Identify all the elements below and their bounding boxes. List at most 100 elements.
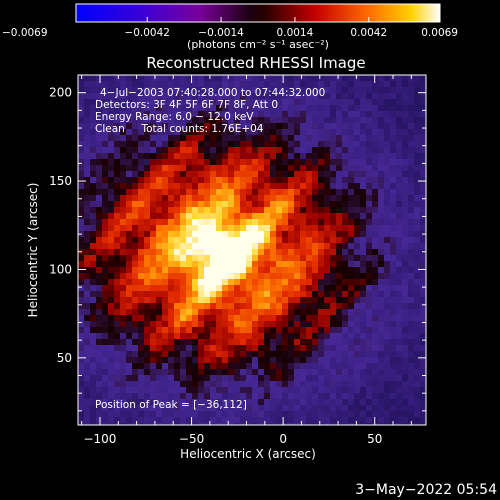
heatmap-cell: [288, 207, 294, 213]
heatmap-cell: [108, 159, 114, 165]
heatmap-cell: [168, 351, 174, 357]
heatmap-cell: [372, 165, 378, 171]
heatmap-cell: [330, 177, 336, 183]
heatmap-cell: [372, 273, 378, 279]
heatmap-cell: [84, 267, 90, 273]
heatmap-cell: [270, 201, 276, 207]
heatmap-cell: [384, 399, 390, 405]
heatmap-cell: [156, 297, 162, 303]
heatmap-cell: [216, 423, 222, 425]
heatmap-cell: [336, 81, 342, 87]
heatmap-cell: [246, 321, 252, 327]
heatmap-cell: [312, 423, 318, 425]
heatmap-cell: [312, 273, 318, 279]
heatmap-cell: [348, 237, 354, 243]
heatmap-cell: [138, 195, 144, 201]
heatmap-cell: [282, 279, 288, 285]
heatmap-cell: [252, 225, 258, 231]
heatmap-cell: [408, 165, 414, 171]
heatmap-cell: [252, 333, 258, 339]
heatmap-cell: [336, 135, 342, 141]
heatmap-cell: [216, 165, 222, 171]
heatmap-cell: [186, 261, 192, 267]
heatmap-cell: [222, 147, 228, 153]
heatmap-cell: [156, 285, 162, 291]
heatmap-cell: [372, 321, 378, 327]
heatmap-cell: [258, 273, 264, 279]
heatmap-cell: [204, 201, 210, 207]
heatmap-cell: [114, 225, 120, 231]
heatmap-cell: [174, 315, 180, 321]
heatmap-cell: [204, 219, 210, 225]
heatmap-cell: [402, 387, 408, 393]
heatmap-cell: [330, 285, 336, 291]
heatmap-cell: [114, 183, 120, 189]
heatmap-cell: [294, 351, 300, 357]
heatmap-cell: [144, 189, 150, 195]
heatmap-cell: [294, 297, 300, 303]
heatmap-cell: [156, 423, 162, 425]
heatmap-cell: [78, 261, 84, 267]
heatmap-cell: [408, 87, 414, 93]
heatmap-cell: [282, 411, 288, 417]
heatmap-cell: [270, 171, 276, 177]
heatmap-cell: [390, 81, 396, 87]
colorbar-tick-label: 0.0042: [350, 27, 387, 39]
heatmap-cell: [168, 309, 174, 315]
heatmap-cell: [102, 75, 108, 81]
heatmap-cell: [114, 417, 120, 423]
heatmap-cell: [366, 75, 372, 81]
heatmap-cell: [288, 315, 294, 321]
x-tick-label: −100: [83, 432, 116, 446]
heatmap-cell: [366, 99, 372, 105]
heatmap-cell: [156, 327, 162, 333]
heatmap-cell: [210, 141, 216, 147]
heatmap-cell: [198, 159, 204, 165]
heatmap-cell: [420, 351, 426, 357]
heatmap-cell: [270, 393, 276, 399]
heatmap-cell: [378, 381, 384, 387]
heatmap-cell: [312, 357, 318, 363]
heatmap-cell: [330, 225, 336, 231]
heatmap-cell: [90, 237, 96, 243]
heatmap-cell: [156, 273, 162, 279]
heatmap-cell: [324, 141, 330, 147]
heatmap-cell: [420, 111, 426, 117]
heatmap-cell: [210, 189, 216, 195]
heatmap-cell: [162, 351, 168, 357]
heatmap-cell: [390, 273, 396, 279]
heatmap-cell: [102, 81, 108, 87]
heatmap-cell: [258, 249, 264, 255]
heatmap-cell: [180, 363, 186, 369]
heatmap-cell: [342, 219, 348, 225]
heatmap-cell: [150, 273, 156, 279]
heatmap-cell: [360, 291, 366, 297]
heatmap-cell: [246, 399, 252, 405]
heatmap-cell: [294, 129, 300, 135]
heatmap-cell: [414, 291, 420, 297]
heatmap-cell: [408, 147, 414, 153]
heatmap-cell: [114, 393, 120, 399]
heatmap-cell: [294, 345, 300, 351]
heatmap-cell: [168, 87, 174, 93]
heatmap-cell: [78, 255, 84, 261]
heatmap-cell: [306, 147, 312, 153]
heatmap-cell: [408, 279, 414, 285]
heatmap-cell: [198, 201, 204, 207]
heatmap-cell: [366, 231, 372, 237]
heatmap-cell: [294, 279, 300, 285]
heatmap-cell: [420, 177, 426, 183]
heatmap-cell: [186, 279, 192, 285]
heatmap-cell: [168, 321, 174, 327]
heatmap-cell: [258, 375, 264, 381]
heatmap-cell: [294, 231, 300, 237]
heatmap-cell: [138, 273, 144, 279]
heatmap-cell: [300, 111, 306, 117]
heatmap-cell: [396, 249, 402, 255]
heatmap-cell: [414, 333, 420, 339]
heatmap-cell: [222, 219, 228, 225]
heatmap-cell: [360, 165, 366, 171]
heatmap-cell: [180, 171, 186, 177]
heatmap-cell: [102, 249, 108, 255]
heatmap-cell: [384, 387, 390, 393]
